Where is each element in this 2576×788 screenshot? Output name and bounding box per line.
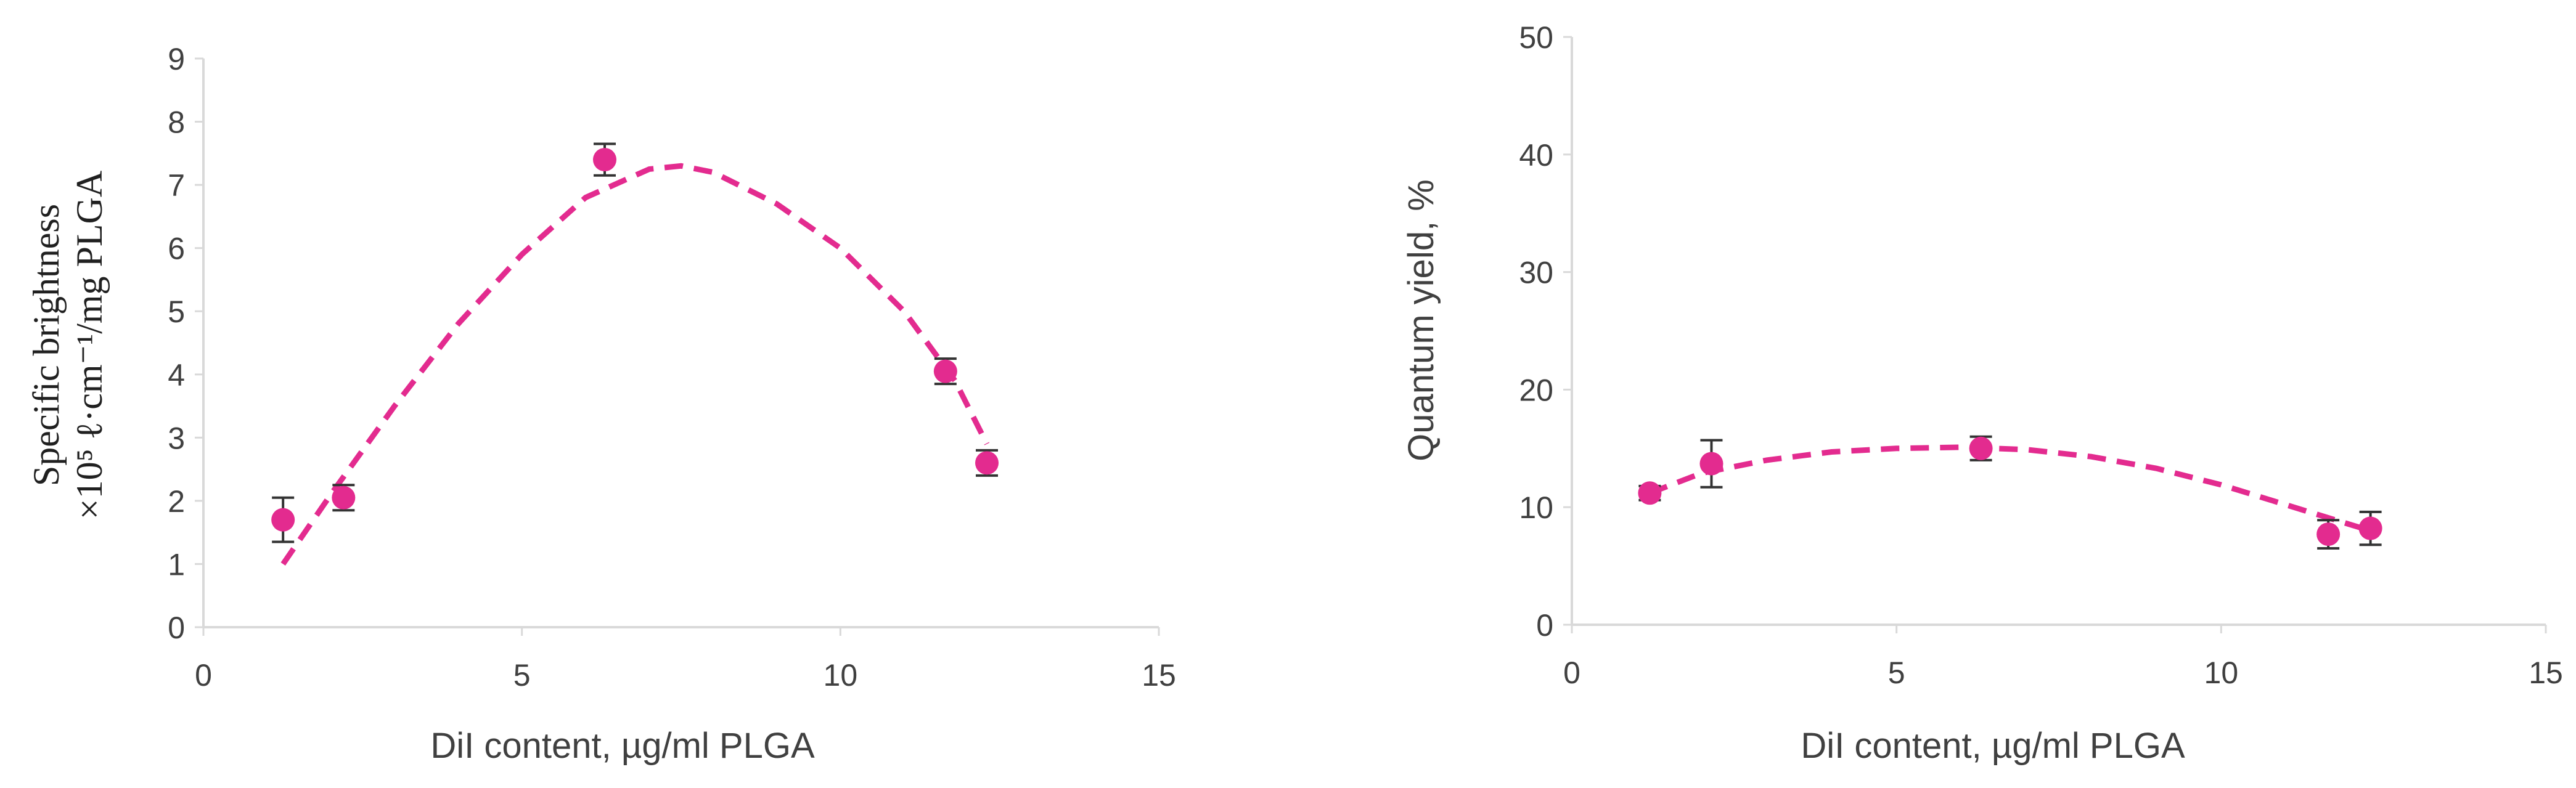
quantum-yield-y-axis-label: Quantum yield, %	[1401, 179, 1441, 461]
brightness-x-axis-label: DiI content, µg/ml PLGA	[430, 726, 815, 766]
quantum-yield-y-tick-label: 50	[1519, 20, 1553, 55]
quantum-yield-data-point	[1969, 436, 1993, 460]
brightness-data-point	[271, 508, 295, 532]
quantum-yield-y-tick-label: 30	[1519, 256, 1553, 290]
quantum-yield-x-tick-label: 0	[1563, 656, 1580, 690]
quantum-yield-x-tick-label: 10	[2204, 656, 2239, 690]
quantum-yield-x-tick-label: 15	[2529, 656, 2563, 690]
brightness-trendline-group	[280, 163, 990, 566]
quantum-yield-trendline	[1648, 444, 2371, 534]
brightness-x-tick-label: 5	[513, 658, 531, 693]
brightness-trendline	[280, 163, 990, 566]
brightness-y-tick-label: 4	[168, 358, 185, 392]
quantum-yield-data-point	[2358, 516, 2382, 540]
quantum-yield-x-axis-label: DiI content, µg/ml PLGA	[1801, 726, 2185, 766]
quantum-yield-y-tick-label: 0	[1536, 608, 1553, 643]
brightness-points-group	[271, 142, 999, 543]
quantum-yield-axes: 0 10 20 30 40 50 0 5 10 15	[1519, 20, 2562, 690]
brightness-data-point	[975, 451, 999, 475]
quantum-yield-x-tick-label: 5	[1888, 656, 1905, 690]
brightness-y-tick-label: 2	[168, 484, 185, 519]
brightness-y-tick-label: 0	[168, 611, 185, 645]
brightness-y-tick-label: 6	[168, 232, 185, 266]
brightness-x-tick-label: 15	[1142, 658, 1176, 693]
brightness-y-axis-label-line2: ×10⁵ ℓ·cm⁻¹/mg PLGA	[69, 171, 110, 519]
quantum-yield-y-tick-label: 20	[1519, 373, 1553, 407]
quantum-yield-chart: 0 10 20 30 40 50 0 5 10 15 DiI content, µg/ml PLG…	[1401, 20, 2563, 766]
brightness-y-tick-label: 7	[168, 168, 185, 203]
brightness-y-tick-label: 1	[168, 547, 185, 582]
quantum-yield-data-point	[1638, 481, 1662, 505]
quantum-yield-data-point	[1699, 452, 1723, 476]
brightness-x-tick-label: 10	[824, 658, 858, 693]
brightness-y-tick-label: 9	[168, 42, 185, 76]
quantum-yield-points-group	[1638, 435, 2382, 550]
brightness-y-tick-label: 3	[168, 421, 185, 455]
brightness-data-point	[933, 359, 957, 383]
brightness-data-point	[332, 485, 356, 510]
quantum-yield-data-point	[2316, 522, 2341, 546]
quantum-yield-trendline-group	[1648, 444, 2371, 534]
brightness-y-axis-label-line1: Specific brightness	[26, 204, 67, 486]
brightness-x-tick-label: 0	[195, 658, 212, 693]
brightness-data-point	[593, 148, 616, 172]
brightness-axes: 0 1 2 3 4 5 6 7 8 9 0 5 10 15	[168, 42, 1176, 693]
quantum-yield-y-tick-label: 40	[1519, 138, 1553, 173]
quantum-yield-y-tick-label: 10	[1519, 490, 1553, 525]
brightness-y-tick-label: 8	[168, 105, 185, 140]
brightness-y-tick-label: 5	[168, 294, 185, 329]
brightness-chart: 0 1 2 3 4 5 6 7 8 9 0 5 10 15 DiI content, µg/ml PLGA…	[26, 42, 1176, 766]
